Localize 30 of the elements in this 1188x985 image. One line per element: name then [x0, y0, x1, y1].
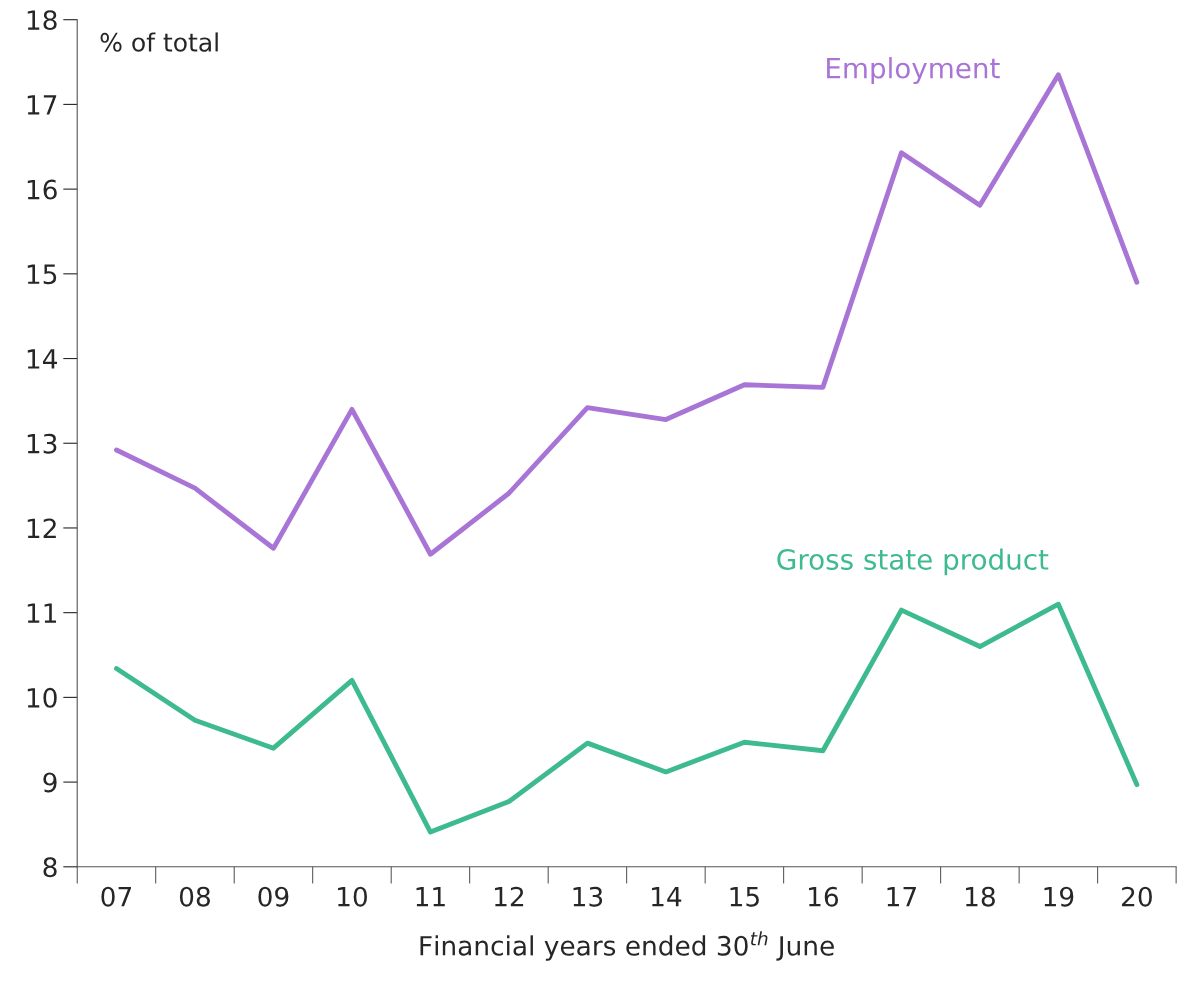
y-tick-label: 18: [27, 10, 57, 31]
x-tick-label: 19: [1044, 886, 1074, 907]
x-tick-label: 18: [966, 886, 995, 907]
y-tick-label: 14: [27, 349, 57, 369]
x-tick-label: 08: [179, 886, 210, 907]
x-tick-label: 09: [258, 886, 289, 907]
y-tick-label: 9: [43, 772, 57, 793]
x-tick-label: 17: [887, 887, 916, 907]
x-tick-label: 15: [730, 887, 759, 907]
y-tick-label: 15: [27, 264, 57, 285]
x-tick-label: 07: [101, 886, 131, 907]
y-tick-label: 16: [27, 179, 57, 200]
x-tick-label: 10: [338, 886, 367, 907]
line-series: [114, 601, 1140, 835]
y-tick-label: 13: [27, 433, 57, 454]
series-label: Gross state product: [777, 548, 1049, 576]
y-tick-label: 12: [27, 518, 56, 538]
x-tick-label: 12: [495, 886, 524, 907]
x-axis-title: Financial years ended 30$^{th}$ June: [420, 931, 834, 961]
series-label: Employment: [827, 57, 1000, 84]
x-tick-label: 16: [809, 886, 839, 907]
x-tick-label: 20: [1122, 886, 1152, 907]
x-tick-label: 14: [652, 887, 682, 907]
x-tick-label: 13: [573, 886, 603, 907]
y-tick-label: 11: [27, 603, 57, 623]
x-tick-label: 11: [416, 887, 445, 907]
y-axis-title: % of total: [100, 32, 218, 52]
y-tick-label: 10: [27, 687, 57, 708]
y-tick-label: 8: [43, 857, 57, 878]
y-tick-label: 17: [27, 95, 57, 115]
